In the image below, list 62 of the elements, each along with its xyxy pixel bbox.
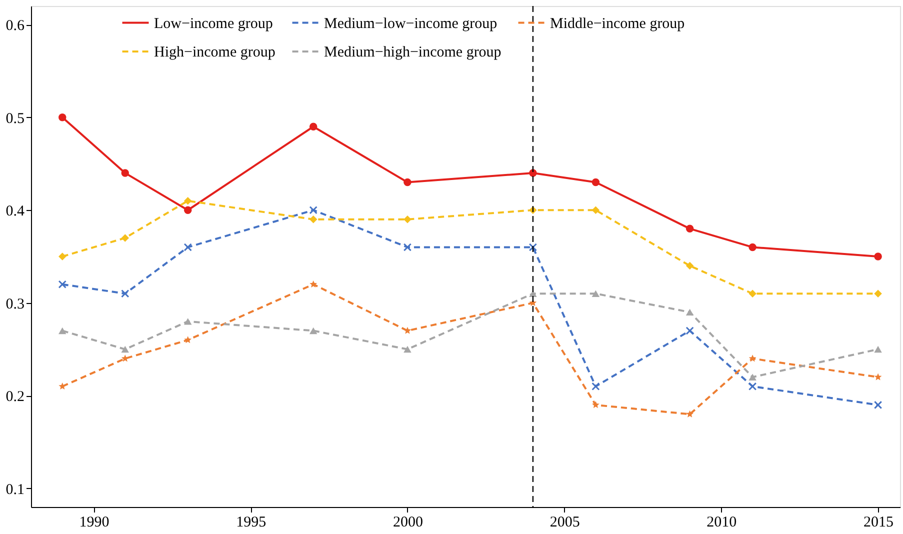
point — [58, 252, 66, 260]
point — [874, 400, 882, 410]
point — [528, 243, 538, 252]
point — [309, 122, 318, 130]
y-tick-label: 0.1 — [6, 482, 24, 498]
x-tick-label: 2010 — [706, 514, 737, 530]
point — [686, 224, 694, 233]
point — [592, 290, 600, 297]
point — [404, 216, 412, 224]
legend-label: Medium−high−income group — [324, 44, 502, 60]
point — [403, 243, 412, 252]
point — [58, 280, 66, 288]
point — [58, 113, 66, 122]
point — [58, 327, 66, 334]
point — [874, 252, 882, 260]
point — [184, 206, 192, 214]
point — [874, 373, 882, 380]
y-tick-label: 0.2 — [6, 389, 24, 406]
point — [592, 206, 600, 214]
point — [404, 326, 412, 334]
x-tick-label: 2005 — [550, 514, 580, 530]
point — [121, 169, 129, 177]
legend-label: Low−income group — [154, 16, 273, 32]
point — [184, 196, 192, 205]
point — [748, 354, 756, 362]
point — [121, 346, 129, 353]
point — [686, 326, 694, 335]
x-tick-label: 2000 — [392, 514, 423, 530]
point — [121, 234, 129, 242]
point — [592, 382, 600, 390]
y-tick-label: 0.3 — [6, 296, 24, 312]
x-tick-label: 1990 — [79, 514, 110, 530]
point — [309, 216, 318, 224]
point — [310, 280, 318, 288]
legend-label: High−income group — [154, 44, 276, 60]
point — [748, 290, 756, 298]
point — [686, 262, 694, 270]
point — [184, 318, 192, 325]
point — [309, 206, 318, 214]
x-tick-label: 2015 — [864, 514, 894, 530]
point — [874, 346, 882, 353]
y-tick-label: 0.5 — [6, 110, 24, 127]
y-tick-label: 0.4 — [6, 204, 25, 220]
y-tick-label: 0.6 — [6, 18, 25, 34]
point — [748, 382, 757, 390]
point — [529, 290, 537, 297]
point — [748, 243, 756, 252]
point — [592, 401, 600, 408]
point — [184, 336, 192, 344]
point — [404, 178, 412, 186]
legend-label: Middle−income group — [550, 16, 685, 32]
point — [404, 346, 412, 353]
point — [121, 290, 130, 298]
point — [686, 410, 694, 418]
point — [592, 178, 600, 186]
x-tick-label: 1995 — [236, 514, 266, 530]
legend-label: Medium−low−income group — [324, 16, 498, 32]
point — [309, 327, 318, 334]
point — [874, 290, 882, 298]
point — [184, 243, 192, 252]
point — [686, 308, 694, 316]
point — [748, 374, 756, 380]
